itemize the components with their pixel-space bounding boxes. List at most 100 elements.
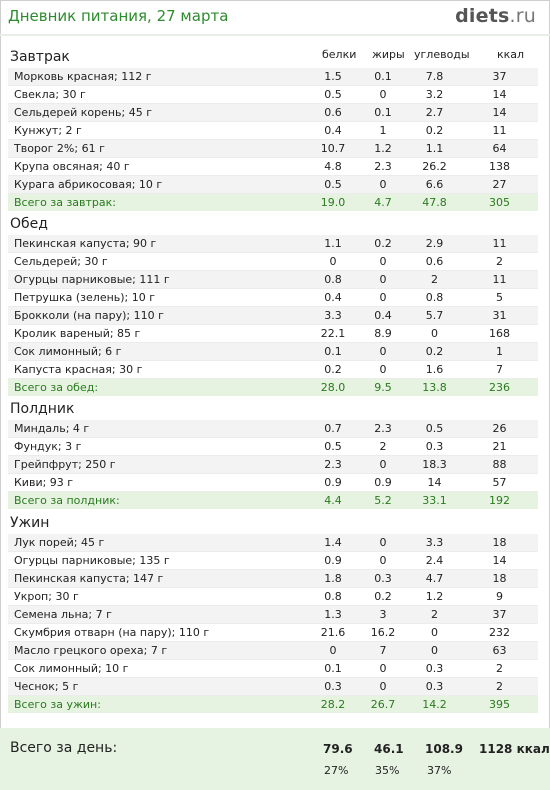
meal-table: Миндаль; 4 г 0.7 2.3 0.5 26 Фундук; 3 г 0.5 2 0.…: [8, 420, 538, 509]
food-fat: 0: [358, 252, 408, 271]
food-protein: 22.1: [308, 324, 358, 343]
food-carbs: 0.3: [408, 437, 461, 456]
food-name[interactable]: Огурцы парниковые; 111 г: [8, 270, 308, 289]
food-name[interactable]: Грейпфрут; 250 г: [8, 455, 308, 474]
site-logo[interactable]: diets.ru: [455, 5, 536, 27]
meal-section: Ужин Лук порей; 45 г 1.4 0 3.3 18 Огурцы парни…: [8, 514, 538, 713]
food-row[interactable]: Огурцы парниковые; 111 г 0.8 0 2 11: [8, 270, 538, 289]
food-row[interactable]: Сок лимонный; 10 г 0.1 0 0.3 2: [8, 659, 538, 678]
food-row[interactable]: Брокколи (на пару); 110 г 3.3 0.4 5.7 31: [8, 306, 538, 325]
food-row[interactable]: Сельдерей корень; 45 г 0.6 0.1 2.7 14: [8, 103, 538, 122]
food-name[interactable]: Сельдерей; 30 г: [8, 252, 308, 271]
food-name[interactable]: Масло грецкого ореха; 7 г: [8, 641, 308, 660]
food-fat: 0: [358, 85, 408, 104]
food-name[interactable]: Лук порей; 45 г: [8, 534, 308, 552]
food-name[interactable]: Скумбрия отварн (на пару); 110 г: [8, 623, 308, 642]
meal-total-row: Всего за полдник: 4.4 5.2 33.1 192: [8, 491, 538, 509]
food-name[interactable]: Кунжут; 2 г: [8, 121, 308, 140]
food-row[interactable]: Сок лимонный; 6 г 0.1 0 0.2 1: [8, 342, 538, 361]
food-fat: 0: [358, 677, 408, 696]
meal-total-protein: 4.4: [308, 491, 358, 509]
food-name[interactable]: Сок лимонный; 10 г: [8, 659, 308, 678]
food-kcal: 168: [461, 324, 538, 343]
food-kcal: 11: [461, 270, 538, 289]
food-name[interactable]: Петрушка (зелень); 10 г: [8, 288, 308, 307]
food-row[interactable]: Чеснок; 5 г 0.3 0 0.3 2: [8, 677, 538, 696]
meal-total-row: Всего за ужин: 28.2 26.7 14.2 395: [8, 695, 538, 713]
food-name[interactable]: Пекинская капуста; 147 г: [8, 569, 308, 588]
food-carbs: 0.2: [408, 342, 461, 361]
food-name[interactable]: Укроп; 30 г: [8, 587, 308, 606]
food-kcal: 9: [461, 587, 538, 606]
food-fat: 0.1: [358, 103, 408, 122]
food-name[interactable]: Морковь красная; 112 г: [8, 68, 308, 86]
food-name[interactable]: Огурцы парниковые; 135 г: [8, 551, 308, 570]
food-row[interactable]: Сельдерей; 30 г 0 0 0.6 2: [8, 252, 538, 271]
food-row[interactable]: Укроп; 30 г 0.8 0.2 1.2 9: [8, 587, 538, 606]
food-row[interactable]: Грейпфрут; 250 г 2.3 0 18.3 88: [8, 455, 538, 474]
food-name[interactable]: Курага абрикосовая; 10 г: [8, 175, 308, 194]
food-row[interactable]: Курага абрикосовая; 10 г 0.5 0 6.6 27: [8, 175, 538, 194]
food-row[interactable]: Огурцы парниковые; 135 г 0.9 0 2.4 14: [8, 551, 538, 570]
food-row[interactable]: Лук порей; 45 г 1.4 0 3.3 18: [8, 534, 538, 552]
food-row[interactable]: Творог 2%; 61 г 10.7 1.2 1.1 64: [8, 139, 538, 158]
food-row[interactable]: Семена льна; 7 г 1.3 3 2 37: [8, 605, 538, 624]
food-carbs: 2.9: [408, 235, 461, 253]
food-row[interactable]: Кунжут; 2 г 0.4 1 0.2 11: [8, 121, 538, 140]
meal-total-fat: 4.7: [358, 193, 408, 211]
meal-table: Морковь красная; 112 г 1.5 0.1 7.8 37 Свекла;…: [8, 68, 538, 211]
food-fat: 0.3: [358, 569, 408, 588]
food-carbs: 0.5: [408, 420, 461, 438]
day-protein-percent: 27%: [324, 764, 349, 777]
food-row[interactable]: Миндаль; 4 г 0.7 2.3 0.5 26: [8, 420, 538, 438]
food-name[interactable]: Кролик вареный; 85 г: [8, 324, 308, 343]
food-row[interactable]: Морковь красная; 112 г 1.5 0.1 7.8 37: [8, 68, 538, 86]
food-row[interactable]: Скумбрия отварн (на пару); 110 г 21.6 16.2…: [8, 623, 538, 642]
food-row[interactable]: Пекинская капуста; 147 г 1.8 0.3 4.7 18: [8, 569, 538, 588]
food-protein: 1.4: [308, 534, 358, 552]
food-fat: 16.2: [358, 623, 408, 642]
food-name[interactable]: Творог 2%; 61 г: [8, 139, 308, 158]
food-fat: 0: [358, 288, 408, 307]
food-name[interactable]: Свекла; 30 г: [8, 85, 308, 104]
food-row[interactable]: Кролик вареный; 85 г 22.1 8.9 0 168: [8, 324, 538, 343]
food-row[interactable]: Свекла; 30 г 0.5 0 3.2 14: [8, 85, 538, 104]
food-carbs: 0: [408, 641, 461, 660]
food-name[interactable]: Пекинская капуста; 90 г: [8, 235, 308, 253]
food-name[interactable]: Семена льна; 7 г: [8, 605, 308, 624]
food-name[interactable]: Сельдерей корень; 45 г: [8, 103, 308, 122]
food-carbs: 1.6: [408, 360, 461, 379]
food-row[interactable]: Пекинская капуста; 90 г 1.1 0.2 2.9 11: [8, 235, 538, 253]
meal-total-protein: 19.0: [308, 193, 358, 211]
food-name[interactable]: Миндаль; 4 г: [8, 420, 308, 438]
food-kcal: 64: [461, 139, 538, 158]
food-name[interactable]: Чеснок; 5 г: [8, 677, 308, 696]
food-row[interactable]: Фундук; 3 г 0.5 2 0.3 21: [8, 437, 538, 456]
food-kcal: 37: [461, 68, 538, 86]
column-header-carbs: углеводы: [414, 48, 470, 61]
meal-total-fat: 9.5: [358, 378, 408, 396]
meal-total-row: Всего за завтрак: 19.0 4.7 47.8 305: [8, 193, 538, 211]
food-carbs: 0: [408, 324, 461, 343]
food-fat: 8.9: [358, 324, 408, 343]
food-carbs: 5.7: [408, 306, 461, 325]
food-kcal: 2: [461, 677, 538, 696]
meal-total-carbs: 33.1: [408, 491, 461, 509]
meal-table: Лук порей; 45 г 1.4 0 3.3 18 Огурцы парниковы…: [8, 534, 538, 713]
meal-total-protein: 28.0: [308, 378, 358, 396]
food-name[interactable]: Крупа овсяная; 40 г: [8, 157, 308, 176]
food-name[interactable]: Брокколи (на пару); 110 г: [8, 306, 308, 325]
food-row[interactable]: Масло грецкого ореха; 7 г 0 7 0 63: [8, 641, 538, 660]
food-name[interactable]: Капуста красная; 30 г: [8, 360, 308, 379]
food-row[interactable]: Крупа овсяная; 40 г 4.8 2.3 26.2 138: [8, 157, 538, 176]
food-name[interactable]: Сок лимонный; 6 г: [8, 342, 308, 361]
food-row[interactable]: Петрушка (зелень); 10 г 0.4 0 0.8 5: [8, 288, 538, 307]
food-name[interactable]: Фундук; 3 г: [8, 437, 308, 456]
food-carbs: 1.1: [408, 139, 461, 158]
food-row[interactable]: Капуста красная; 30 г 0.2 0 1.6 7: [8, 360, 538, 379]
food-carbs: 4.7: [408, 569, 461, 588]
food-protein: 0.3: [308, 677, 358, 696]
food-name[interactable]: Киви; 93 г: [8, 473, 308, 492]
food-protein: 1.5: [308, 68, 358, 86]
food-row[interactable]: Киви; 93 г 0.9 0.9 14 57: [8, 473, 538, 492]
